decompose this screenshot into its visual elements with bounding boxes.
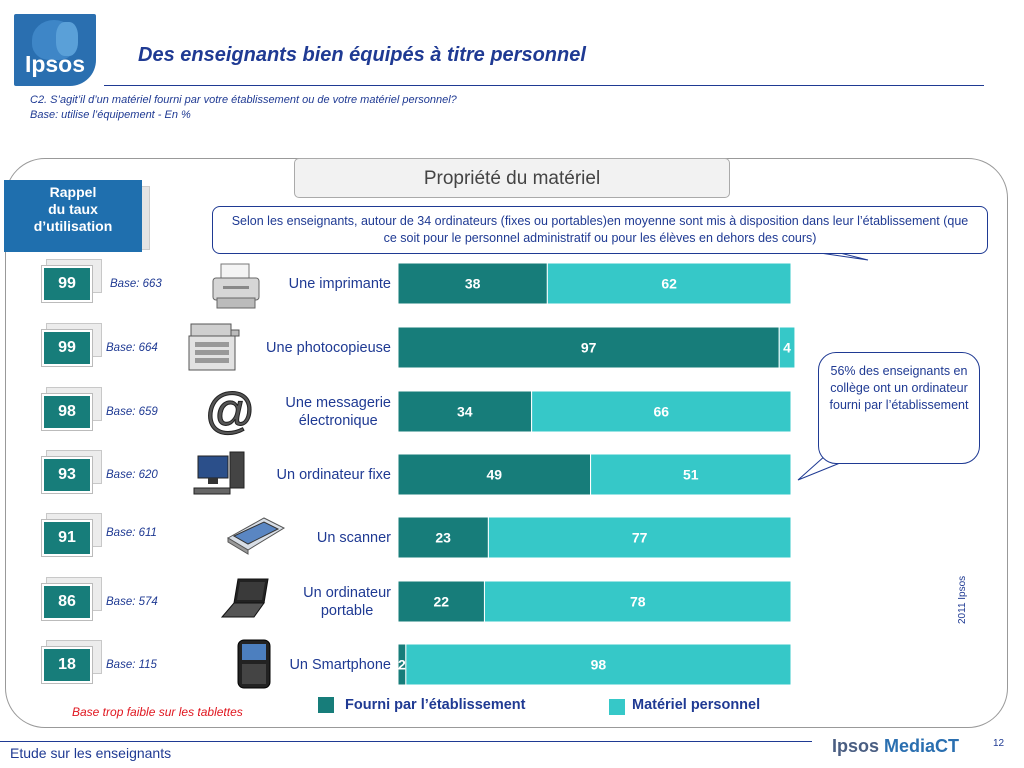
item-label-line: Un ordinateur — [303, 584, 391, 601]
laptop-icon — [220, 575, 276, 626]
question-text: C2. S’agit’il d’un matériel fourni par v… — [30, 93, 457, 123]
bar-etablissement — [397, 516, 489, 559]
bar-label-personnel: 51 — [683, 467, 699, 483]
bar-etablissement — [397, 453, 592, 496]
footer-brand: Ipsos MediaCT — [832, 736, 959, 757]
item-label: Une messagerie électronique — [221, 391, 391, 432]
bar-label-etablissement: 23 — [435, 530, 451, 546]
note-college: 56% des enseignants en collège ont un or… — [818, 352, 980, 464]
bar-label-personnel: 66 — [654, 404, 670, 420]
question-line: C2. S’agit’il d’un matériel fourni par v… — [30, 94, 457, 106]
legend-swatch-personnel — [609, 699, 625, 715]
copyright-side: 2011 Ipsos — [957, 575, 968, 624]
base-count: Base: 574 — [106, 596, 158, 608]
item-label-line: électronique — [298, 412, 378, 429]
bar-personnel — [531, 390, 792, 433]
item-label: Un scanner — [221, 517, 391, 558]
item-label-line: Une messagerie — [285, 394, 391, 411]
bar-personnel — [405, 643, 792, 686]
scanner-icon — [224, 512, 286, 561]
usage-rate-badge: 99 — [42, 330, 92, 366]
footer-study: Etude sur les enseignants — [10, 745, 172, 761]
usage-rate-badge: 91 — [42, 520, 92, 556]
logo-text: Ipsos — [24, 51, 86, 77]
bar-label-etablissement: 38 — [465, 276, 481, 292]
bar-personnel — [546, 262, 792, 305]
bar-etablissement — [397, 326, 780, 369]
base-count: Base: 659 — [106, 406, 158, 418]
page-number: 12 — [993, 738, 1005, 749]
usage-rate-badge: 93 — [42, 457, 92, 493]
desktop-computer-icon — [192, 450, 250, 505]
usage-rate-badge: 99 — [42, 266, 92, 302]
bar-etablissement — [397, 390, 533, 433]
item-label-line: Un Smartphone — [289, 656, 391, 673]
base-count: Base: 115 — [106, 659, 157, 671]
base-count: Base: 620 — [106, 469, 158, 481]
bar-label-personnel: 78 — [630, 594, 646, 610]
svg-text:@: @ — [205, 386, 255, 438]
bar-label-etablissement: 2 — [398, 657, 406, 673]
bar-label-etablissement: 34 — [457, 404, 473, 420]
bar-personnel — [590, 453, 792, 496]
item-label-line: Une imprimante — [288, 275, 391, 292]
section-title: Propriété du matériel — [294, 158, 730, 198]
item-label-line: Un ordinateur fixe — [276, 466, 391, 483]
at-sign-icon: @ — [204, 383, 256, 443]
rappel-line: d’utilisation — [33, 218, 113, 234]
bar-personnel — [778, 326, 796, 369]
bar-label-etablissement: 49 — [486, 467, 502, 483]
item-label-line: Un scanner — [316, 529, 391, 546]
title-divider — [104, 85, 984, 86]
item-label: Une imprimante — [221, 263, 391, 304]
usage-rate-badge: 18 — [42, 647, 92, 683]
item-label: Un Smartphone — [221, 644, 391, 685]
footer-divider — [0, 741, 812, 742]
tablet-warning: Base trop faible sur les tablettes — [72, 705, 243, 719]
smartphone-icon — [232, 638, 276, 695]
item-label: Un ordinateur portable — [221, 581, 391, 622]
bar-label-etablissement: 22 — [433, 594, 449, 610]
item-label: Un ordinateur fixe — [221, 454, 391, 495]
rappel-line: du taux — [48, 201, 98, 217]
bar-label-personnel: 98 — [591, 657, 607, 673]
bar-label-personnel: 4 — [783, 340, 791, 356]
legend-label-personnel: Matériel personnel — [632, 697, 761, 713]
item-label-line: portable — [320, 602, 374, 619]
rappel-line: Rappel — [49, 184, 97, 200]
bar-personnel — [483, 580, 792, 623]
item-label: Une photocopieuse — [221, 327, 391, 368]
usage-rate-badge: 86 — [42, 584, 92, 620]
brand-division: MediaCT — [884, 736, 960, 756]
base-count: Base: 611 — [106, 527, 157, 539]
page-title: Des enseignants bien équipés à titre per… — [138, 44, 586, 66]
legend-label-etablissement: Fourni par l’établissement — [345, 697, 526, 713]
base-line: Base: utilise l’équipement - En % — [30, 109, 191, 121]
bar-label-personnel: 62 — [661, 276, 677, 292]
rappel-header: Rappel du taux d’utilisation — [4, 180, 142, 252]
bar-label-personnel: 77 — [632, 530, 648, 546]
note-ordinateurs: Selon les enseignants, autour de 34 ordi… — [212, 206, 988, 254]
usage-rate-badge: 98 — [42, 394, 92, 430]
base-count: Base: 664 — [106, 342, 158, 354]
brand-name: Ipsos — [832, 736, 885, 756]
legend-swatch-etablissement — [318, 697, 334, 713]
bar-etablissement — [397, 262, 548, 305]
ipsos-logo: Ipsos — [14, 14, 96, 86]
item-label-line: Une photocopieuse — [266, 339, 391, 356]
printer-icon — [207, 262, 267, 319]
photocopier-icon — [185, 320, 241, 379]
bar-label-etablissement: 97 — [581, 340, 597, 356]
base-count: Base: 663 — [110, 278, 162, 290]
bar-personnel — [487, 516, 792, 559]
